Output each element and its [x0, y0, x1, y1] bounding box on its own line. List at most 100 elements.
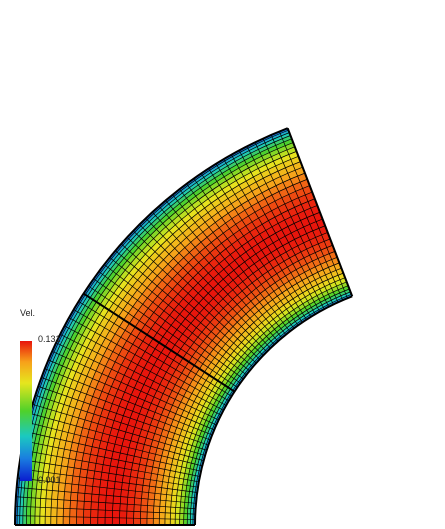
mesh-line-radial: [126, 237, 260, 360]
mesh-cell: [30, 515, 36, 526]
mesh-cell: [133, 518, 141, 526]
mesh-cell: [113, 488, 122, 497]
mesh-line-radial: [78, 301, 232, 397]
mesh-cell: [56, 499, 65, 509]
mesh-cell: [83, 501, 92, 510]
mesh-cell: [147, 492, 156, 500]
mesh-cell: [114, 481, 123, 490]
mesh-cell: [106, 480, 116, 489]
mesh-cell: [164, 512, 171, 520]
mesh-line-radial: [73, 309, 229, 402]
mesh-line-circumferential: [76, 185, 310, 526]
mesh-cell: [56, 507, 64, 517]
mesh-cell: [153, 505, 161, 513]
mesh-cell: [121, 482, 130, 491]
mesh-line-circumferential: [56, 166, 303, 526]
mesh-cell: [134, 497, 142, 506]
mesh-cell: [175, 507, 181, 514]
mesh-line-radial: [15, 505, 196, 515]
mesh-line-circumferential: [104, 211, 321, 526]
mesh-line-radial: [262, 138, 339, 303]
mesh-line-circumferential: [192, 293, 352, 526]
mesh-line-radial: [133, 230, 264, 356]
mesh-cell: [76, 500, 85, 510]
mesh-line-radial: [88, 285, 238, 388]
mesh-line-radial: [139, 224, 268, 353]
mesh-line-radial: [35, 394, 207, 451]
mesh-cell: [126, 517, 134, 526]
mesh-cell: [153, 499, 161, 507]
color-legend-bar: [20, 341, 32, 481]
mesh-cell: [50, 498, 58, 509]
mesh-cell: [69, 500, 78, 510]
mesh-line-circumferential: [39, 151, 297, 526]
legend-max-label: 0.131: [38, 334, 61, 344]
mesh-cell: [44, 516, 52, 526]
mesh-cell: [39, 507, 46, 517]
mesh-line-radial: [64, 325, 224, 411]
legend-min-label: 0.001: [38, 475, 61, 485]
mesh-cell: [99, 479, 109, 489]
mesh-line-circumferential: [139, 244, 333, 526]
mesh-line-radial: [115, 250, 254, 368]
mesh-cell: [19, 515, 24, 526]
mesh-cell: [148, 485, 156, 494]
mesh-line-radial: [172, 194, 287, 335]
mesh-line-radial: [15, 515, 196, 520]
mesh-line-radial: [17, 477, 197, 499]
mesh-cell: [45, 489, 53, 500]
mesh-line-radial: [18, 468, 198, 493]
mesh-cell: [120, 489, 129, 498]
mesh-line-circumferential: [189, 291, 351, 526]
mesh-cell: [179, 507, 185, 514]
mesh-cell: [154, 486, 162, 495]
mesh-cell: [50, 516, 58, 526]
mesh-cell: [26, 515, 31, 526]
mesh-cell: [69, 516, 77, 526]
mesh-cell: [22, 515, 27, 526]
mesh-line-radial: [186, 183, 295, 329]
mesh-line-radial: [152, 211, 275, 345]
mesh-cell: [112, 503, 121, 512]
mesh-cell: [83, 509, 92, 518]
mesh-cell: [92, 478, 101, 488]
mesh-cell: [90, 501, 99, 511]
mesh-cell: [91, 486, 101, 495]
mesh-cell: [34, 506, 41, 517]
mesh-line-radial: [93, 278, 241, 384]
mesh-cell: [159, 512, 166, 520]
mesh-line-radial: [15, 496, 196, 510]
mesh-cell: [34, 515, 41, 526]
mesh-cell: [90, 517, 99, 526]
mesh-line-radial: [103, 264, 247, 376]
mesh-line-circumferential: [50, 161, 301, 526]
mesh-line-radial: [223, 159, 316, 315]
mesh-line-radial: [48, 359, 215, 431]
mesh-cell: [147, 498, 155, 507]
mesh-cell: [164, 506, 172, 514]
mesh-cell: [146, 511, 154, 519]
mesh-line-circumferential: [62, 172, 306, 526]
mesh-cell: [127, 497, 135, 505]
mesh-cell: [70, 483, 79, 494]
mesh-cell: [56, 516, 64, 526]
mesh-line-circumferential: [186, 288, 350, 526]
mesh-line-radial: [51, 351, 217, 426]
mesh-cell: [159, 499, 167, 507]
mesh-cell: [62, 508, 71, 518]
mesh-cell: [119, 517, 127, 526]
mesh-line-radial: [25, 431, 202, 472]
mesh-cell: [26, 506, 32, 517]
mesh-line-radial: [68, 317, 227, 406]
mesh-cell: [98, 494, 107, 503]
mesh-line-radial: [109, 257, 250, 372]
mesh-cell: [112, 517, 120, 526]
mesh-cell: [84, 485, 93, 495]
mesh-cell: [76, 508, 84, 518]
mesh-line-radial: [145, 218, 271, 349]
mesh-line-radial: [208, 168, 307, 320]
mesh-line-radial: [41, 377, 211, 441]
mesh-cell: [165, 500, 172, 508]
mesh-line-circumferential: [97, 205, 318, 526]
mesh-line-radial: [270, 134, 344, 301]
